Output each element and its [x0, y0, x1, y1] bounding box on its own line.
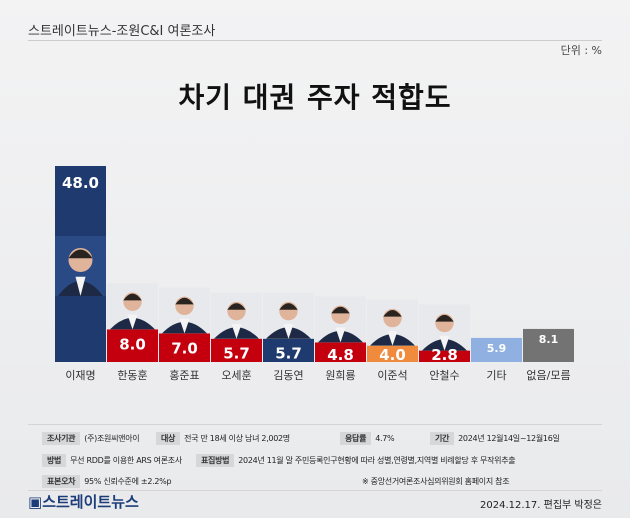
- bar-group: 5.9 기타: [471, 337, 522, 382]
- response-rate-value: 4.7%: [375, 434, 395, 443]
- bar: [367, 345, 418, 362]
- category-label: 오세훈: [221, 369, 251, 382]
- chart-title: 차기 대권 주자 적합도: [178, 81, 452, 114]
- data-label: 48.0: [62, 174, 99, 192]
- divider: [28, 424, 602, 425]
- tag-target: 대상: [156, 432, 181, 445]
- data-label: 2.8: [431, 346, 458, 364]
- footer-item-error: 표본오차 95% 신뢰수준에 ±2.2%p: [42, 475, 172, 488]
- error-value: 95% 신뢰수준에 ±2.2%p: [84, 477, 172, 486]
- bar-group: 4.0 이준석: [367, 299, 418, 382]
- footer-item-period: 기간 2024년 12월14일~12월16일: [430, 432, 560, 445]
- footer-item-response-rate: 응답률 4.7%: [340, 432, 395, 445]
- unit-label: 단위 : %: [560, 44, 602, 57]
- bar-group: 8.0 한동훈: [107, 283, 158, 382]
- bar: [159, 333, 210, 362]
- method-value: 무선 RDD를 이용한 ARS 여론조사: [70, 456, 182, 465]
- data-label: 4.8: [327, 346, 354, 364]
- bar: [107, 329, 158, 362]
- sampling-value: 2024년 11월 말 주민등록인구현황에 따라 성별,연령별,지역별 비례할당…: [238, 456, 516, 465]
- tag-method: 방법: [42, 454, 67, 467]
- tag-agency: 조사기관: [42, 432, 81, 445]
- category-label: 홍준표: [169, 368, 199, 382]
- data-label: 5.7: [275, 345, 302, 363]
- period-value: 2024년 12월14일~12월16일: [458, 434, 560, 443]
- tag-sampling: 표집방법: [196, 454, 235, 467]
- footer-item-target: 대상 전국 만 18세 이상 남녀 2,002명: [156, 432, 290, 445]
- bar: [523, 328, 574, 362]
- logo: ▣스트레이트뉴스: [28, 493, 139, 511]
- bar-group: 48.0 이재명: [55, 166, 106, 382]
- publish-date: 2024.12.17. 편집부 박정은: [480, 500, 602, 511]
- bar: [211, 338, 262, 362]
- bar: [471, 337, 522, 362]
- logo-icon: ▣: [28, 493, 43, 511]
- tag-period: 기간: [430, 432, 455, 445]
- bar-group: 5.7 오세훈: [211, 292, 262, 382]
- candidate-photo: [107, 283, 158, 330]
- candidate-photo: [263, 292, 314, 339]
- bar-group: 4.8 원희룡: [315, 296, 366, 382]
- bar-group: 5.7 김동연: [263, 292, 314, 382]
- footer-item-sampling: 표집방법 2024년 11월 말 주민등록인구현황에 따라 성별,연령별,지역별 …: [196, 454, 516, 467]
- data-label: 8.1: [539, 333, 559, 346]
- bar-chart: 48.0 이재명 8.0 한동훈 7.0 홍준표 5.7 오세훈 5.7 김동연 4.8 원희룡 4.0…: [55, 166, 574, 382]
- tag-response-rate: 응답률: [340, 432, 372, 445]
- data-label: 8.0: [119, 335, 146, 353]
- bar-group: 7.0 홍준표: [159, 287, 210, 382]
- tag-error: 표본오차: [42, 475, 81, 488]
- bar-group: 8.1 없음/모름: [523, 328, 574, 382]
- data-label: 4.0: [379, 346, 406, 364]
- category-label: 없음/모름: [526, 369, 570, 382]
- category-label: 이준석: [377, 369, 407, 382]
- candidate-photo: [419, 304, 470, 351]
- category-label: 이재명: [65, 369, 95, 382]
- category-label: 김동연: [273, 369, 303, 382]
- data-label: 5.9: [487, 342, 507, 355]
- category-label: 안철수: [429, 369, 459, 382]
- data-label: 5.7: [223, 345, 250, 363]
- bar-group: 2.8 안철수: [419, 304, 470, 382]
- survey-source: 스트레이트뉴스-조원C&I 여론조사: [28, 24, 216, 39]
- bar: [419, 350, 470, 362]
- candidate-photo: [55, 236, 106, 296]
- bar: [315, 342, 366, 362]
- data-label: 7.0: [171, 339, 198, 357]
- category-label: 원희룡: [325, 369, 355, 382]
- footer-note: ※ 중앙선거여론조사심의위원회 홈페이지 참조: [362, 477, 510, 486]
- bar: [263, 338, 314, 362]
- candidate-photo: [159, 287, 210, 334]
- category-label: 한동훈: [117, 369, 147, 382]
- agency-value: (주)조원씨앤아이: [84, 434, 140, 443]
- divider: [28, 40, 602, 41]
- candidate-photo: [367, 299, 418, 346]
- footer-item-agency: 조사기관 (주)조원씨앤아이: [42, 432, 140, 445]
- category-label: 기타: [486, 369, 506, 382]
- footer-item-method: 방법 무선 RDD를 이용한 ARS 여론조사: [42, 454, 182, 467]
- target-value: 전국 만 18세 이상 남녀 2,002명: [184, 434, 290, 443]
- candidate-photo: [211, 292, 262, 339]
- divider: [28, 490, 602, 491]
- candidate-photo: [315, 296, 366, 343]
